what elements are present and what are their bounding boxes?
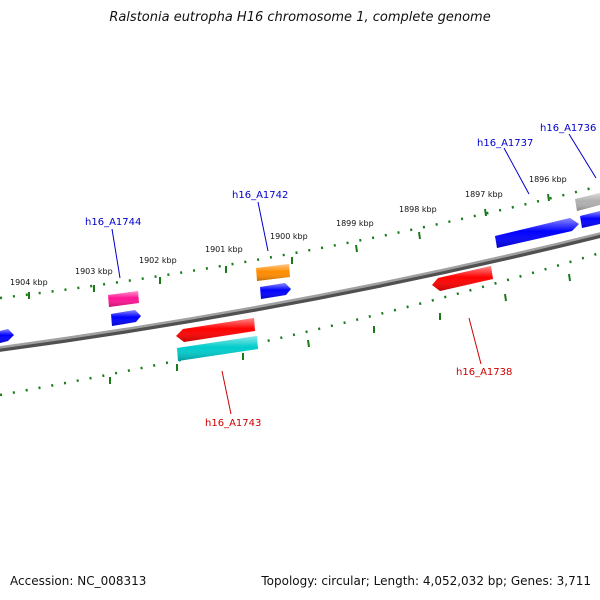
gene-blue-right-edge <box>580 211 600 228</box>
reverse-major-ticks <box>109 273 571 384</box>
forward-major-ticks <box>28 193 550 299</box>
gene-label-h16-a1743: h16_A1743 <box>205 418 261 429</box>
forward-genes <box>0 193 600 343</box>
major-tick <box>568 273 571 282</box>
gene-blue-left-edge <box>0 329 14 343</box>
gene-red-backbone-1743 <box>176 318 255 342</box>
gene-blue-under-1742 <box>260 283 291 299</box>
major-tick <box>484 208 487 217</box>
gene-labels: h16_A1744 h16_A1742 h16_A1737 h16_A1736 … <box>85 123 596 429</box>
gene-label-h16-a1742: h16_A1742 <box>232 190 288 201</box>
major-tick <box>547 193 550 202</box>
gene-label-h16-a1736: h16_A1736 <box>540 123 596 134</box>
tick-label: 1900 kbp <box>270 232 308 241</box>
major-tick <box>504 293 507 302</box>
gene-label-h16-a1737: h16_A1737 <box>477 138 533 149</box>
gene-h16-a1737 <box>495 218 579 248</box>
major-tick <box>307 339 310 348</box>
genome-summary-text: Topology: circular; Length: 4,052,032 bp… <box>261 574 591 588</box>
gene-blue-under-1744 <box>111 310 141 326</box>
gene-h16-a1736 <box>575 193 600 211</box>
tick-label: 1903 kbp <box>75 267 113 276</box>
tick-label: 1901 kbp <box>205 245 243 254</box>
gene-h16-a1742 <box>256 264 290 281</box>
tick-label: 1902 kbp <box>139 256 177 265</box>
major-tick <box>355 244 358 253</box>
leader-line-h16-a1738 <box>468 317 482 365</box>
tick-label: 1896 kbp <box>529 175 567 184</box>
major-tick <box>418 231 421 240</box>
leader-line-h16-a1744 <box>111 228 121 279</box>
leader-line-h16-a1737 <box>503 147 530 195</box>
gene-label-h16-a1744: h16_A1744 <box>85 217 141 228</box>
tick-label: 1897 kbp <box>465 190 503 199</box>
leader-line-h16-a1742 <box>257 201 269 252</box>
gene-h16-a1738 <box>432 266 493 291</box>
map-title: Ralstonia eutropha H16 chromosome 1, com… <box>109 10 491 25</box>
leader-line-h16-a1736 <box>568 133 597 179</box>
accession-text: Accession: NC_008313 <box>10 574 147 588</box>
tick-label: 1899 kbp <box>336 219 374 228</box>
backbone <box>0 232 600 349</box>
reverse-ruler <box>0 251 600 397</box>
gene-label-h16-a1738: h16_A1738 <box>456 367 512 378</box>
tick-label: 1898 kbp <box>399 205 437 214</box>
backbone-shadow <box>0 232 600 352</box>
gene-h16-a1743 <box>177 336 258 361</box>
tick-labels: 1904 kbp 1903 kbp 1902 kbp 1901 kbp 1900… <box>10 175 567 287</box>
gene-h16-a1744 <box>108 291 139 307</box>
leader-lines <box>111 133 597 415</box>
leader-line-h16-a1743 <box>221 370 232 415</box>
reverse-genes <box>176 266 493 361</box>
tick-label: 1904 kbp <box>10 278 48 287</box>
